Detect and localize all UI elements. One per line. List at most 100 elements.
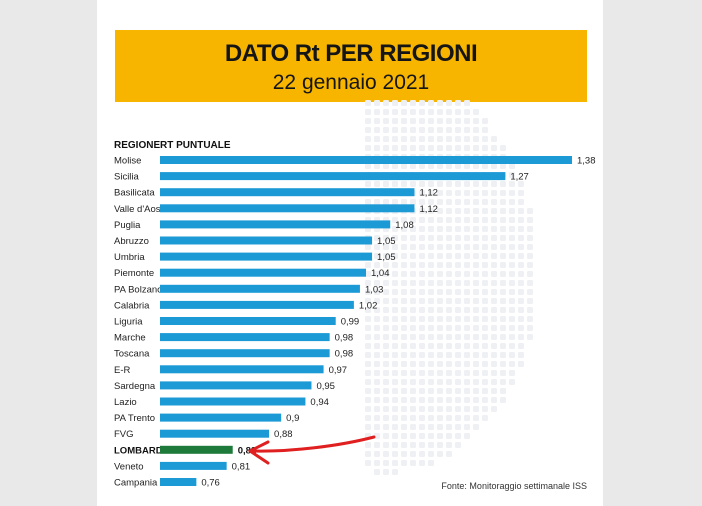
map-dot — [446, 325, 452, 331]
map-dot — [500, 379, 506, 385]
region-label: Toscana — [114, 349, 150, 360]
map-dot — [374, 442, 380, 448]
map-dot — [473, 136, 479, 142]
map-dot — [464, 244, 470, 250]
map-dot — [500, 217, 506, 223]
map-dot — [473, 379, 479, 385]
map-dot — [464, 208, 470, 214]
region-label: Basilicata — [114, 188, 155, 199]
map-dot — [410, 271, 416, 277]
map-dot — [410, 406, 416, 412]
map-dot — [428, 100, 434, 106]
map-dot — [410, 433, 416, 439]
map-dot — [464, 217, 470, 223]
map-dot — [437, 397, 443, 403]
map-dot — [491, 280, 497, 286]
map-dot — [419, 334, 425, 340]
map-dot — [509, 181, 515, 187]
map-dot — [428, 433, 434, 439]
map-dot — [392, 379, 398, 385]
map-dot — [374, 469, 380, 475]
map-dot — [365, 415, 371, 421]
map-dot — [428, 163, 434, 169]
map-dot — [428, 235, 434, 241]
map-dot — [437, 334, 443, 340]
map-dot — [392, 253, 398, 259]
map-dot — [500, 271, 506, 277]
map-dot — [383, 127, 389, 133]
map-dot — [446, 379, 452, 385]
map-dot — [428, 181, 434, 187]
map-dot — [437, 370, 443, 376]
map-dot — [482, 307, 488, 313]
map-dot — [428, 370, 434, 376]
map-dot — [482, 253, 488, 259]
map-dot — [482, 406, 488, 412]
map-dot — [473, 127, 479, 133]
map-dot — [482, 316, 488, 322]
map-dot — [455, 127, 461, 133]
map-dot — [383, 334, 389, 340]
map-dot — [455, 271, 461, 277]
map-dot — [401, 271, 407, 277]
map-dot — [509, 226, 515, 232]
value-label: 0,94 — [310, 397, 329, 408]
map-dot — [365, 352, 371, 358]
map-dot — [455, 325, 461, 331]
map-dot — [410, 352, 416, 358]
map-dot — [383, 298, 389, 304]
map-dot — [401, 325, 407, 331]
bar — [160, 317, 336, 325]
map-dot — [401, 442, 407, 448]
map-dot — [509, 244, 515, 250]
map-dot — [374, 199, 380, 205]
map-dot — [374, 334, 380, 340]
map-dot — [509, 190, 515, 196]
map-dot — [491, 163, 497, 169]
map-dot — [392, 181, 398, 187]
map-dot — [401, 424, 407, 430]
value-label: 1,08 — [395, 220, 414, 231]
map-dot — [464, 343, 470, 349]
map-dot — [500, 190, 506, 196]
map-dot — [392, 442, 398, 448]
map-dot — [509, 163, 515, 169]
map-dot — [527, 235, 533, 241]
map-dot — [455, 352, 461, 358]
map-dot — [374, 379, 380, 385]
map-dot — [437, 100, 443, 106]
map-dot — [401, 352, 407, 358]
map-dot — [518, 199, 524, 205]
map-dot — [437, 325, 443, 331]
map-dot — [509, 316, 515, 322]
map-dot — [410, 253, 416, 259]
bar — [160, 156, 572, 164]
map-dot — [455, 118, 461, 124]
map-dot — [464, 235, 470, 241]
map-dot — [401, 127, 407, 133]
map-dot — [482, 181, 488, 187]
map-dot — [455, 388, 461, 394]
map-dot — [455, 280, 461, 286]
map-dot — [446, 361, 452, 367]
map-dot — [401, 415, 407, 421]
map-dot — [383, 325, 389, 331]
map-dot — [374, 397, 380, 403]
map-dot — [446, 253, 452, 259]
map-dot — [428, 109, 434, 115]
map-dot — [410, 370, 416, 376]
map-dot — [419, 190, 425, 196]
map-dot — [518, 262, 524, 268]
map-dot — [428, 406, 434, 412]
map-dot — [518, 226, 524, 232]
map-dot — [473, 334, 479, 340]
value-label: 0,99 — [341, 317, 360, 328]
map-dot — [428, 253, 434, 259]
map-dot — [464, 424, 470, 430]
map-dot — [491, 307, 497, 313]
map-dot — [374, 352, 380, 358]
map-dot — [383, 271, 389, 277]
region-label: PA Bolzano — [114, 284, 162, 295]
map-dot — [374, 136, 380, 142]
map-dot — [482, 127, 488, 133]
